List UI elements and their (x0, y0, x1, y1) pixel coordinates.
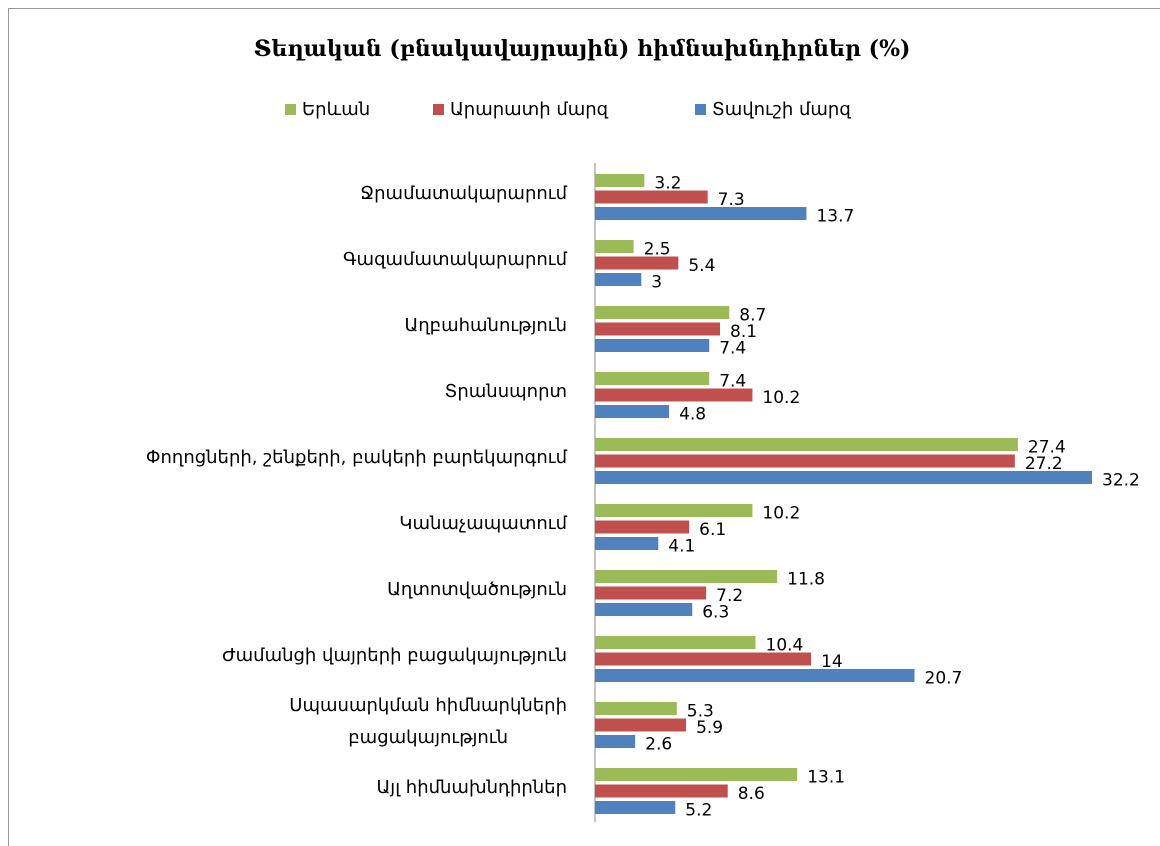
bar (595, 537, 659, 550)
value-label: 5.9 (696, 718, 723, 738)
legend-swatch (433, 104, 444, 115)
value-label: 10.2 (762, 504, 800, 524)
bar (595, 273, 642, 286)
bar (595, 669, 915, 682)
category-label: Աղբահանություն (404, 315, 567, 336)
value-label: 5.4 (688, 256, 715, 276)
bar (595, 636, 756, 649)
bar (595, 207, 807, 220)
value-label: 7.4 (719, 339, 746, 359)
bar (595, 586, 707, 600)
category-label: Սպասարկման հիմնարկների բացակայություն (289, 695, 567, 748)
bar (595, 702, 677, 715)
legend-label: Արարատի մարզ (450, 99, 609, 120)
legend-label: Երևան (302, 99, 370, 120)
bar (595, 454, 1015, 468)
value-label: 5.2 (685, 801, 712, 821)
value-label: 14 (821, 652, 843, 672)
value-label: 8.1 (730, 322, 757, 342)
bar (595, 339, 710, 352)
category-label: Կանաչապատում (399, 513, 567, 534)
value-label: 7.2 (716, 586, 743, 606)
bar (595, 768, 798, 781)
value-label: 2.5 (644, 240, 671, 260)
bar (595, 388, 753, 402)
value-label: 10.2 (762, 388, 800, 408)
bar (595, 801, 676, 814)
bar (595, 784, 728, 798)
bar (595, 652, 812, 666)
value-label: 10.4 (766, 636, 804, 656)
bar (595, 372, 710, 385)
bar (595, 735, 636, 748)
bar (595, 438, 1018, 451)
legend-swatch (285, 104, 296, 115)
category-label: Աղտոտվածություն (387, 579, 567, 600)
category-label: Այլ հիմնախնդիրներ (376, 777, 567, 798)
value-label: 32.2 (1102, 471, 1140, 491)
value-label: 8.7 (739, 306, 766, 326)
legend-swatch (695, 104, 706, 115)
value-label: 8.6 (738, 784, 765, 804)
category-label: Փողոցների, շենքերի, բակերի բարեկարգում (145, 447, 567, 468)
value-label: 5.3 (687, 702, 714, 722)
bar (595, 190, 708, 204)
value-label: 3.2 (654, 174, 681, 194)
value-label: 4.1 (668, 537, 695, 557)
value-label: 6.1 (699, 520, 726, 540)
category-label: Գազամատակարարում (343, 249, 567, 270)
bar (595, 174, 645, 187)
bar (595, 306, 730, 319)
value-label: 13.1 (807, 768, 845, 788)
value-label: 2.6 (645, 735, 672, 755)
bar (595, 405, 670, 418)
value-label: 6.3 (702, 603, 729, 623)
value-label: 13.7 (816, 207, 854, 227)
legend-label: Տավուշի մարզ (712, 99, 851, 120)
bar (595, 570, 778, 583)
bar (595, 718, 687, 732)
bar (595, 256, 679, 270)
value-label: 4.8 (679, 405, 706, 425)
value-label: 7.4 (719, 372, 746, 392)
value-label: 7.3 (718, 190, 745, 210)
bar (595, 520, 690, 534)
value-label: 27.4 (1028, 438, 1066, 458)
chart-title: Տեղական (բնակավայրային) հիմնախնդիրներ (%… (254, 36, 911, 62)
category-label: Ջրամատակարարում (360, 183, 567, 204)
bar (595, 504, 753, 517)
value-label: 27.2 (1025, 454, 1063, 474)
bar (595, 471, 1092, 484)
category-label: Ժամանցի վայրերի բացակայություն (222, 645, 567, 666)
value-label: 3 (651, 273, 662, 293)
value-label: 20.7 (925, 669, 963, 689)
bar (595, 240, 634, 253)
bar (595, 603, 693, 616)
chart-frame (8, 8, 1160, 846)
bar (595, 322, 721, 336)
category-label: Տրանսպորտ (444, 381, 567, 402)
value-label: 11.8 (787, 570, 825, 590)
